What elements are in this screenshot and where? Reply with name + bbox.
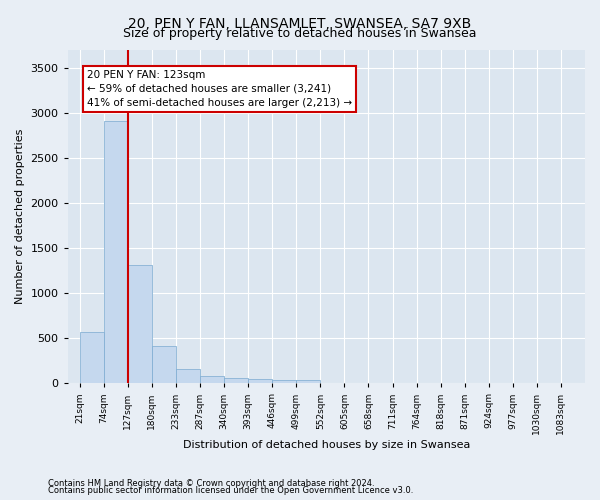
Text: Size of property relative to detached houses in Swansea: Size of property relative to detached ho… (123, 28, 477, 40)
Text: Contains HM Land Registry data © Crown copyright and database right 2024.: Contains HM Land Registry data © Crown c… (48, 478, 374, 488)
Text: 20, PEN Y FAN, LLANSAMLET, SWANSEA, SA7 9XB: 20, PEN Y FAN, LLANSAMLET, SWANSEA, SA7 … (128, 18, 472, 32)
Text: 20 PEN Y FAN: 123sqm
← 59% of detached houses are smaller (3,241)
41% of semi-de: 20 PEN Y FAN: 123sqm ← 59% of detached h… (87, 70, 352, 108)
Text: Contains public sector information licensed under the Open Government Licence v3: Contains public sector information licen… (48, 486, 413, 495)
Bar (80, 332, 104, 384)
Bar (248, 379, 272, 384)
Bar (272, 380, 296, 384)
Bar (176, 370, 200, 384)
Bar (224, 378, 248, 384)
X-axis label: Distribution of detached houses by size in Swansea: Distribution of detached houses by size … (182, 440, 470, 450)
Y-axis label: Number of detached properties: Number of detached properties (15, 129, 25, 304)
Bar (104, 121, 128, 384)
Bar (200, 376, 224, 384)
Bar (296, 380, 320, 384)
Bar (128, 266, 152, 384)
Bar (152, 346, 176, 384)
